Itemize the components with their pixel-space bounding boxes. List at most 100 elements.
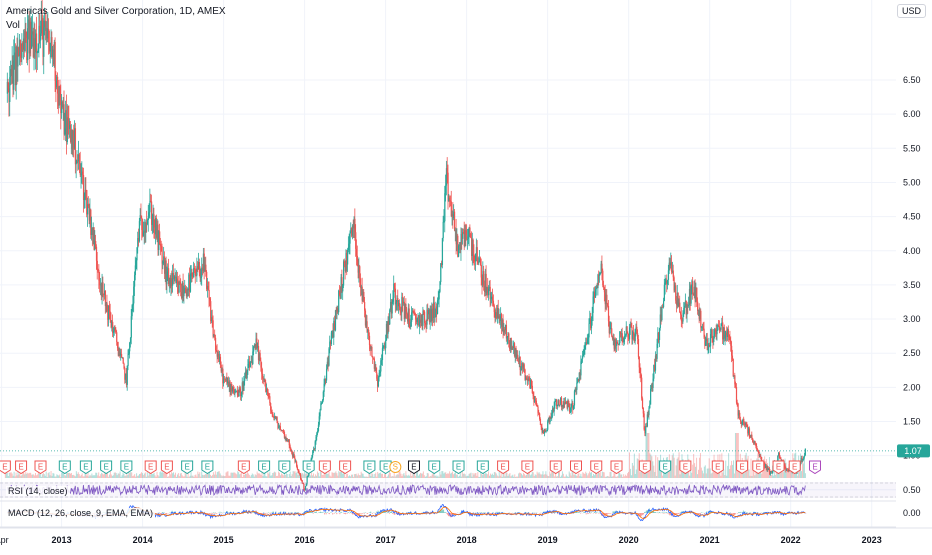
earnings-marker[interactable]: E	[660, 461, 671, 474]
volume-bar	[339, 472, 340, 478]
volume-bar	[707, 469, 708, 478]
earnings-marker[interactable]: E	[498, 461, 509, 474]
earnings-marker[interactable]: E	[571, 461, 582, 474]
earnings-marker[interactable]: E	[59, 461, 70, 474]
earnings-marker-letter: E	[683, 463, 688, 472]
candle-body	[761, 457, 762, 460]
x-tick-label: 2015	[214, 535, 234, 545]
earnings-marker[interactable]: E	[161, 461, 172, 474]
earnings-marker[interactable]: E	[408, 461, 419, 474]
earnings-marker[interactable]: E	[773, 461, 784, 474]
volume-bar	[214, 475, 215, 478]
earnings-marker[interactable]: E	[429, 461, 440, 474]
earnings-marker[interactable]: E	[259, 461, 270, 474]
earnings-marker[interactable]: E	[279, 461, 290, 474]
volume-bar	[565, 477, 566, 478]
volume-bar	[194, 475, 195, 478]
earnings-marker[interactable]: E	[712, 461, 723, 474]
volume-bar	[634, 454, 635, 478]
currency-button[interactable]: USD	[897, 4, 926, 18]
volume-bar	[621, 474, 622, 478]
volume-bar	[586, 473, 587, 478]
earnings-marker[interactable]: E	[319, 461, 330, 474]
earnings-marker[interactable]: E	[340, 461, 351, 474]
x-tick-label: 2016	[295, 535, 315, 545]
volume-bar	[596, 474, 597, 478]
volume-bar	[699, 458, 700, 478]
volume-bar	[472, 473, 473, 478]
volume-bar	[584, 474, 585, 478]
volume-bar	[428, 473, 429, 478]
earnings-marker[interactable]: E	[0, 461, 10, 474]
time-axis[interactable]: Apr2013201420152016201720182019202020212…	[0, 528, 932, 550]
earnings-marker[interactable]: E	[809, 461, 820, 474]
volume-bar	[48, 473, 49, 478]
volume-bar	[70, 474, 71, 478]
volume-bar	[803, 463, 804, 478]
earnings-marker[interactable]: E	[16, 461, 27, 474]
price-axis[interactable]: 0.501.001.502.002.503.003.504.004.505.00…	[896, 0, 932, 528]
volume-bar	[91, 474, 92, 478]
earnings-marker[interactable]: E	[453, 461, 464, 474]
macd-label[interactable]: MACD (12, 26, close, 9, EMA, EMA)	[6, 508, 155, 518]
volume-bar	[17, 475, 18, 478]
volume-bar	[573, 472, 574, 478]
volume-bar	[374, 474, 375, 478]
earnings-marker[interactable]: E	[182, 461, 193, 474]
volume-bar	[229, 476, 230, 478]
earnings-marker[interactable]: E	[737, 461, 748, 474]
volume-bar	[574, 475, 575, 478]
volume-bar	[509, 473, 510, 478]
earnings-marker[interactable]: E	[101, 461, 112, 474]
earnings-marker[interactable]: E	[238, 461, 249, 474]
earnings-marker[interactable]: E	[477, 461, 488, 474]
earnings-marker[interactable]: E	[35, 461, 46, 474]
candle-body	[568, 401, 569, 403]
candle-body	[588, 323, 589, 337]
volume-bar	[11, 472, 12, 478]
volume-bar	[343, 473, 344, 478]
earnings-marker[interactable]: E	[522, 461, 533, 474]
split-marker[interactable]: S	[390, 462, 401, 473]
volume-bar	[490, 474, 491, 478]
earnings-marker[interactable]: E	[145, 461, 156, 474]
earnings-marker[interactable]: E	[789, 461, 800, 474]
earnings-marker[interactable]: E	[121, 461, 132, 474]
volume-bar	[580, 474, 581, 478]
volume-bar	[125, 476, 126, 478]
volume-bar	[167, 477, 168, 478]
candle-body	[648, 408, 649, 415]
volume-bar	[179, 476, 180, 478]
earnings-marker[interactable]: E	[202, 461, 213, 474]
volume-bar	[98, 472, 99, 478]
volume-bar	[42, 474, 43, 478]
rsi-pane[interactable]	[0, 482, 932, 501]
earnings-marker[interactable]: E	[680, 461, 691, 474]
earnings-marker[interactable]: E	[639, 461, 650, 474]
volume-bar	[245, 474, 246, 478]
volume-bar	[593, 474, 594, 478]
volume-bar	[551, 472, 552, 478]
volume-bar	[238, 472, 239, 478]
earnings-marker[interactable]: E	[80, 461, 91, 474]
rsi-label[interactable]: RSI (14, close)	[6, 486, 70, 496]
volume-bar	[376, 477, 377, 478]
volume-bar	[289, 474, 290, 478]
earnings-marker[interactable]: E	[550, 461, 561, 474]
candle-body	[244, 378, 245, 381]
volume-bar	[114, 473, 115, 478]
earnings-marker[interactable]: E	[753, 461, 764, 474]
volume-bar	[616, 477, 617, 478]
volume-bar	[296, 473, 297, 478]
earnings-marker[interactable]: E	[364, 461, 375, 474]
earnings-marker[interactable]: E	[303, 461, 314, 474]
earnings-marker[interactable]: E	[611, 461, 622, 474]
candle-body	[372, 356, 373, 358]
earnings-marker[interactable]: E	[591, 461, 602, 474]
volume-bar	[141, 472, 142, 478]
volume-bar	[553, 473, 554, 478]
volume-bar	[521, 474, 522, 478]
